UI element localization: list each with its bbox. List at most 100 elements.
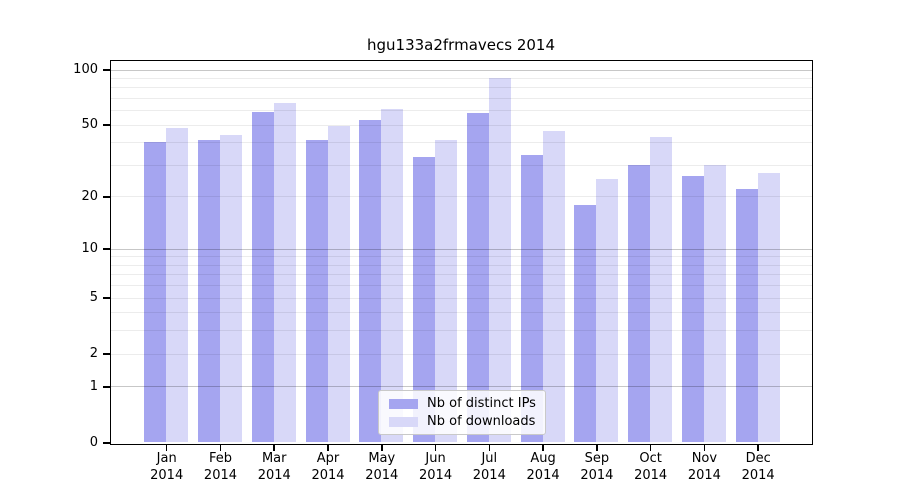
bar-downloads — [327, 126, 350, 443]
bar-downloads — [273, 102, 296, 443]
x-tick-month: Mar — [261, 451, 287, 466]
x-axis-tick — [488, 444, 491, 451]
x-tick-month: Jan — [156, 451, 177, 466]
x-tick-year: 2014 — [526, 468, 560, 483]
y-axis-tick — [103, 297, 110, 299]
legend-item-distinct-ips: Nb of distinct IPs — [389, 396, 536, 411]
x-tick-year: 2014 — [634, 468, 668, 483]
gridline-minor — [110, 110, 812, 112]
bar-distinct-ips — [197, 140, 220, 443]
x-axis-tick — [327, 444, 329, 451]
x-tick-label: Sep 2014 — [567, 450, 627, 484]
bar-distinct-ips — [413, 157, 436, 443]
x-tick-label: Aug 2014 — [513, 450, 573, 484]
x-tick-label: May 2014 — [352, 450, 412, 484]
bar-distinct-ips — [466, 112, 489, 443]
x-tick-month: Apr — [316, 451, 340, 466]
x-tick-year: 2014 — [150, 468, 184, 483]
x-axis-tick — [273, 444, 275, 451]
x-tick-month: Oct — [639, 451, 662, 466]
bar-distinct-ips — [305, 140, 328, 443]
x-tick-label: Jan 2014 — [137, 450, 197, 484]
y-tick-label: 0 — [89, 435, 98, 450]
bar-downloads — [650, 136, 673, 443]
x-tick-label: Feb 2014 — [190, 450, 250, 484]
bar-downloads — [166, 127, 189, 443]
y-axis-tick — [103, 248, 110, 250]
y-tick-label: 100 — [73, 62, 98, 77]
x-tick-year: 2014 — [419, 468, 453, 483]
y-tick-label: 10 — [81, 241, 98, 257]
x-tick-year: 2014 — [311, 468, 345, 483]
x-tick-year: 2014 — [472, 468, 506, 483]
x-axis-tick — [596, 444, 598, 451]
x-tick-year: 2014 — [580, 468, 614, 483]
bar-distinct-ips — [735, 189, 758, 443]
x-tick-month: Jun — [425, 451, 446, 466]
bar-downloads — [219, 134, 242, 443]
y-axis-tick — [103, 124, 110, 126]
bar-distinct-ips — [144, 142, 167, 443]
x-tick-label: Jun 2014 — [406, 450, 466, 484]
y-tick-label: 5 — [89, 290, 98, 306]
x-axis-tick — [381, 444, 383, 451]
gridline-minor — [110, 97, 812, 99]
y-axis-tick — [103, 196, 110, 198]
x-axis-tick — [703, 444, 706, 451]
x-tick-month: Sep — [584, 451, 610, 466]
bar-downloads — [703, 164, 726, 443]
bar-distinct-ips — [520, 155, 543, 443]
gridline-major — [110, 69, 812, 71]
x-tick-month: Dec — [745, 451, 771, 466]
x-tick-label: Oct 2014 — [621, 450, 681, 484]
y-axis-tick — [103, 442, 110, 444]
x-tick-year: 2014 — [741, 468, 775, 483]
x-tick-year: 2014 — [687, 468, 721, 483]
bar-downloads — [381, 108, 404, 443]
bar-downloads — [488, 77, 511, 443]
bar-distinct-ips — [251, 111, 274, 443]
legend-label-distinct-ips: Nb of distinct IPs — [427, 396, 536, 411]
y-axis-tick — [103, 353, 110, 355]
y-tick-label: 20 — [81, 188, 98, 204]
x-tick-month: Jul — [481, 451, 498, 466]
x-tick-month: Aug — [530, 451, 556, 466]
bar-downloads — [542, 131, 565, 443]
bar-distinct-ips — [359, 120, 382, 443]
legend-swatch-downloads — [389, 416, 418, 427]
y-tick-label: 2 — [89, 346, 98, 362]
bar-distinct-ips — [574, 204, 597, 443]
x-axis-tick — [649, 444, 652, 451]
y-tick-label: 50 — [81, 117, 98, 133]
y-tick-label: 1 — [89, 378, 98, 394]
x-tick-label: Jul 2014 — [459, 450, 519, 484]
y-axis-tick — [103, 386, 110, 388]
x-tick-month: May — [368, 451, 396, 466]
x-axis-tick — [434, 444, 437, 451]
gridline-minor — [110, 87, 812, 89]
plot-area — [109, 59, 813, 445]
x-tick-label: Dec 2014 — [728, 450, 788, 484]
legend: Nb of distinct IPs Nb of downloads — [378, 390, 546, 435]
bar-distinct-ips — [681, 176, 704, 443]
bar-downloads — [435, 140, 458, 443]
gridline-minor — [110, 124, 812, 126]
legend-swatch-distinct-ips — [389, 398, 418, 409]
x-tick-label: Apr 2014 — [298, 450, 358, 484]
x-tick-year: 2014 — [203, 468, 238, 483]
x-tick-month: Nov — [691, 451, 718, 466]
y-axis-tick — [103, 69, 110, 71]
x-axis-tick — [542, 444, 544, 451]
x-tick-month: Feb — [208, 451, 232, 466]
x-axis-tick — [219, 444, 222, 451]
chart-title: hgu133a2frmavecs 2014 — [367, 36, 555, 54]
legend-label-downloads: Nb of downloads — [427, 414, 536, 429]
bar-downloads — [757, 173, 780, 443]
legend-item-downloads: Nb of downloads — [389, 414, 535, 429]
x-tick-year: 2014 — [257, 468, 291, 483]
x-axis-tick — [757, 444, 759, 451]
bar-downloads — [596, 179, 619, 443]
gridline-minor — [110, 77, 812, 79]
x-tick-year: 2014 — [365, 468, 399, 483]
bar-distinct-ips — [628, 164, 651, 443]
